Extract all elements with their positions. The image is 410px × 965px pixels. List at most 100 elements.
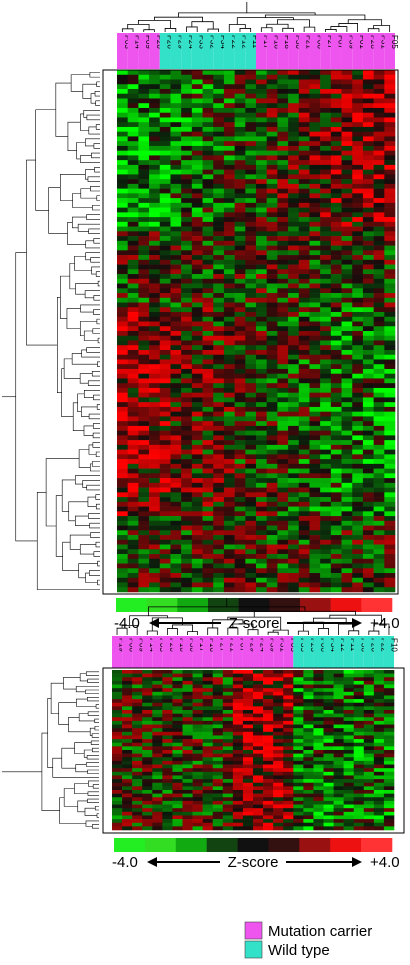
heatmap-cell <box>273 691 284 696</box>
heatmap-cell <box>222 775 234 780</box>
heatmap-cell <box>277 107 289 114</box>
heatmap-cell <box>181 373 193 379</box>
heatmap-cell <box>352 274 364 280</box>
heatmap-cell <box>384 278 396 284</box>
heatmap-cell <box>149 193 161 199</box>
heatmap-cell <box>170 141 182 147</box>
heatmap-cell <box>298 93 310 99</box>
heatmap-cell <box>127 150 139 156</box>
heatmap-cell <box>181 217 193 223</box>
heatmap-cell <box>117 131 128 137</box>
heatmap-cell <box>330 430 342 436</box>
heatmap-cell <box>245 563 257 569</box>
heatmap-cell <box>222 797 234 802</box>
heatmap-cell <box>313 757 324 762</box>
heatmap-cell <box>142 757 153 762</box>
heatmap-cell <box>170 392 182 398</box>
heatmap-cell <box>223 520 235 526</box>
heatmap-cell <box>283 760 294 765</box>
heatmap-cell <box>142 688 153 693</box>
heatmap-cell <box>132 702 143 707</box>
heatmap-cell <box>172 775 183 780</box>
heatmap-cell <box>256 274 267 280</box>
column-label: F12 <box>240 35 249 49</box>
heatmap-cell <box>330 383 342 389</box>
heatmap-cell <box>212 746 224 751</box>
heatmap-cell <box>191 88 203 95</box>
heatmap-cell <box>159 482 171 488</box>
heatmap-cell <box>170 549 182 555</box>
heatmap-cell <box>159 117 171 123</box>
heatmap-cell <box>213 397 225 403</box>
heatmap-cell <box>159 126 171 132</box>
heatmap-cell <box>245 411 257 417</box>
heatmap-cell <box>320 136 332 142</box>
heatmap-cell <box>202 688 214 693</box>
heatmap-cell <box>277 98 289 104</box>
heatmap-cell <box>213 169 225 175</box>
heatmap-cell <box>352 582 364 588</box>
heatmap-bottom-panel: F19 F06 F09 F14 F03 F20 F10 F30 F17 F16 F27 F21 F07 F… <box>2 598 405 871</box>
heatmap-cell <box>320 373 332 379</box>
heatmap-cell <box>245 577 257 583</box>
dendrogram-branch <box>74 783 89 794</box>
heatmap-cell <box>117 501 128 507</box>
heatmap-cell <box>202 819 214 824</box>
dendrogram-branch <box>47 698 53 769</box>
heatmap-cell <box>309 179 321 185</box>
heatmap-cell <box>288 70 300 76</box>
heatmap-cell <box>112 699 123 704</box>
heatmap-cell <box>283 782 294 787</box>
heatmap-cell <box>384 549 396 555</box>
heatmap-cell <box>303 757 314 762</box>
heatmap-cell <box>309 568 321 574</box>
heatmap-cell <box>384 463 396 469</box>
dendrogram-branch <box>87 696 99 702</box>
heatmap-cell <box>362 577 374 583</box>
heatmap-cell <box>127 539 139 545</box>
heatmap-cell <box>298 568 310 574</box>
heatmap-cell <box>191 506 203 512</box>
heatmap-cell <box>320 354 332 360</box>
heatmap-cell <box>373 131 385 137</box>
column-group-swatch <box>309 33 321 69</box>
heatmap-cell <box>277 421 289 427</box>
color-scale-segment <box>177 598 209 612</box>
heatmap-cell <box>330 70 342 76</box>
heatmap-cell <box>362 217 374 223</box>
heatmap-cell <box>288 478 300 484</box>
heatmap-cell <box>277 274 289 280</box>
heatmap-cell <box>213 269 225 275</box>
heatmap-cell <box>256 544 267 550</box>
heatmap-cell <box>320 544 332 550</box>
heatmap-cell <box>191 554 203 560</box>
heatmap-cell <box>266 79 278 85</box>
heatmap-cell <box>323 724 334 729</box>
heatmap-cell <box>223 231 235 237</box>
heatmap-cell <box>313 739 324 744</box>
heatmap-cell <box>343 808 355 813</box>
heatmap-cell <box>149 402 161 408</box>
heatmap-cell <box>353 713 365 718</box>
heatmap-cell <box>320 411 332 417</box>
dendrogram-branch <box>84 290 100 299</box>
heatmap-cell <box>330 387 342 393</box>
heatmap-cell <box>293 768 304 773</box>
heatmap-cell <box>277 354 289 360</box>
heatmap-cell <box>320 269 332 275</box>
heatmap-cell <box>341 288 353 294</box>
heatmap-cell <box>138 544 150 550</box>
heatmap-cell <box>138 321 150 327</box>
heatmap-cell <box>132 746 143 751</box>
heatmap-cell <box>213 392 225 398</box>
heatmap-cell <box>256 136 267 142</box>
heatmap-cell <box>162 793 173 798</box>
heatmap-cell <box>170 169 182 175</box>
heatmap-cell <box>313 717 324 722</box>
heatmap-cell <box>323 735 334 740</box>
heatmap-cell <box>170 539 182 545</box>
heatmap-cell <box>138 535 150 541</box>
heatmap-cell <box>213 274 225 280</box>
heatmap-cell <box>222 677 234 682</box>
heatmap-cell <box>232 710 244 714</box>
